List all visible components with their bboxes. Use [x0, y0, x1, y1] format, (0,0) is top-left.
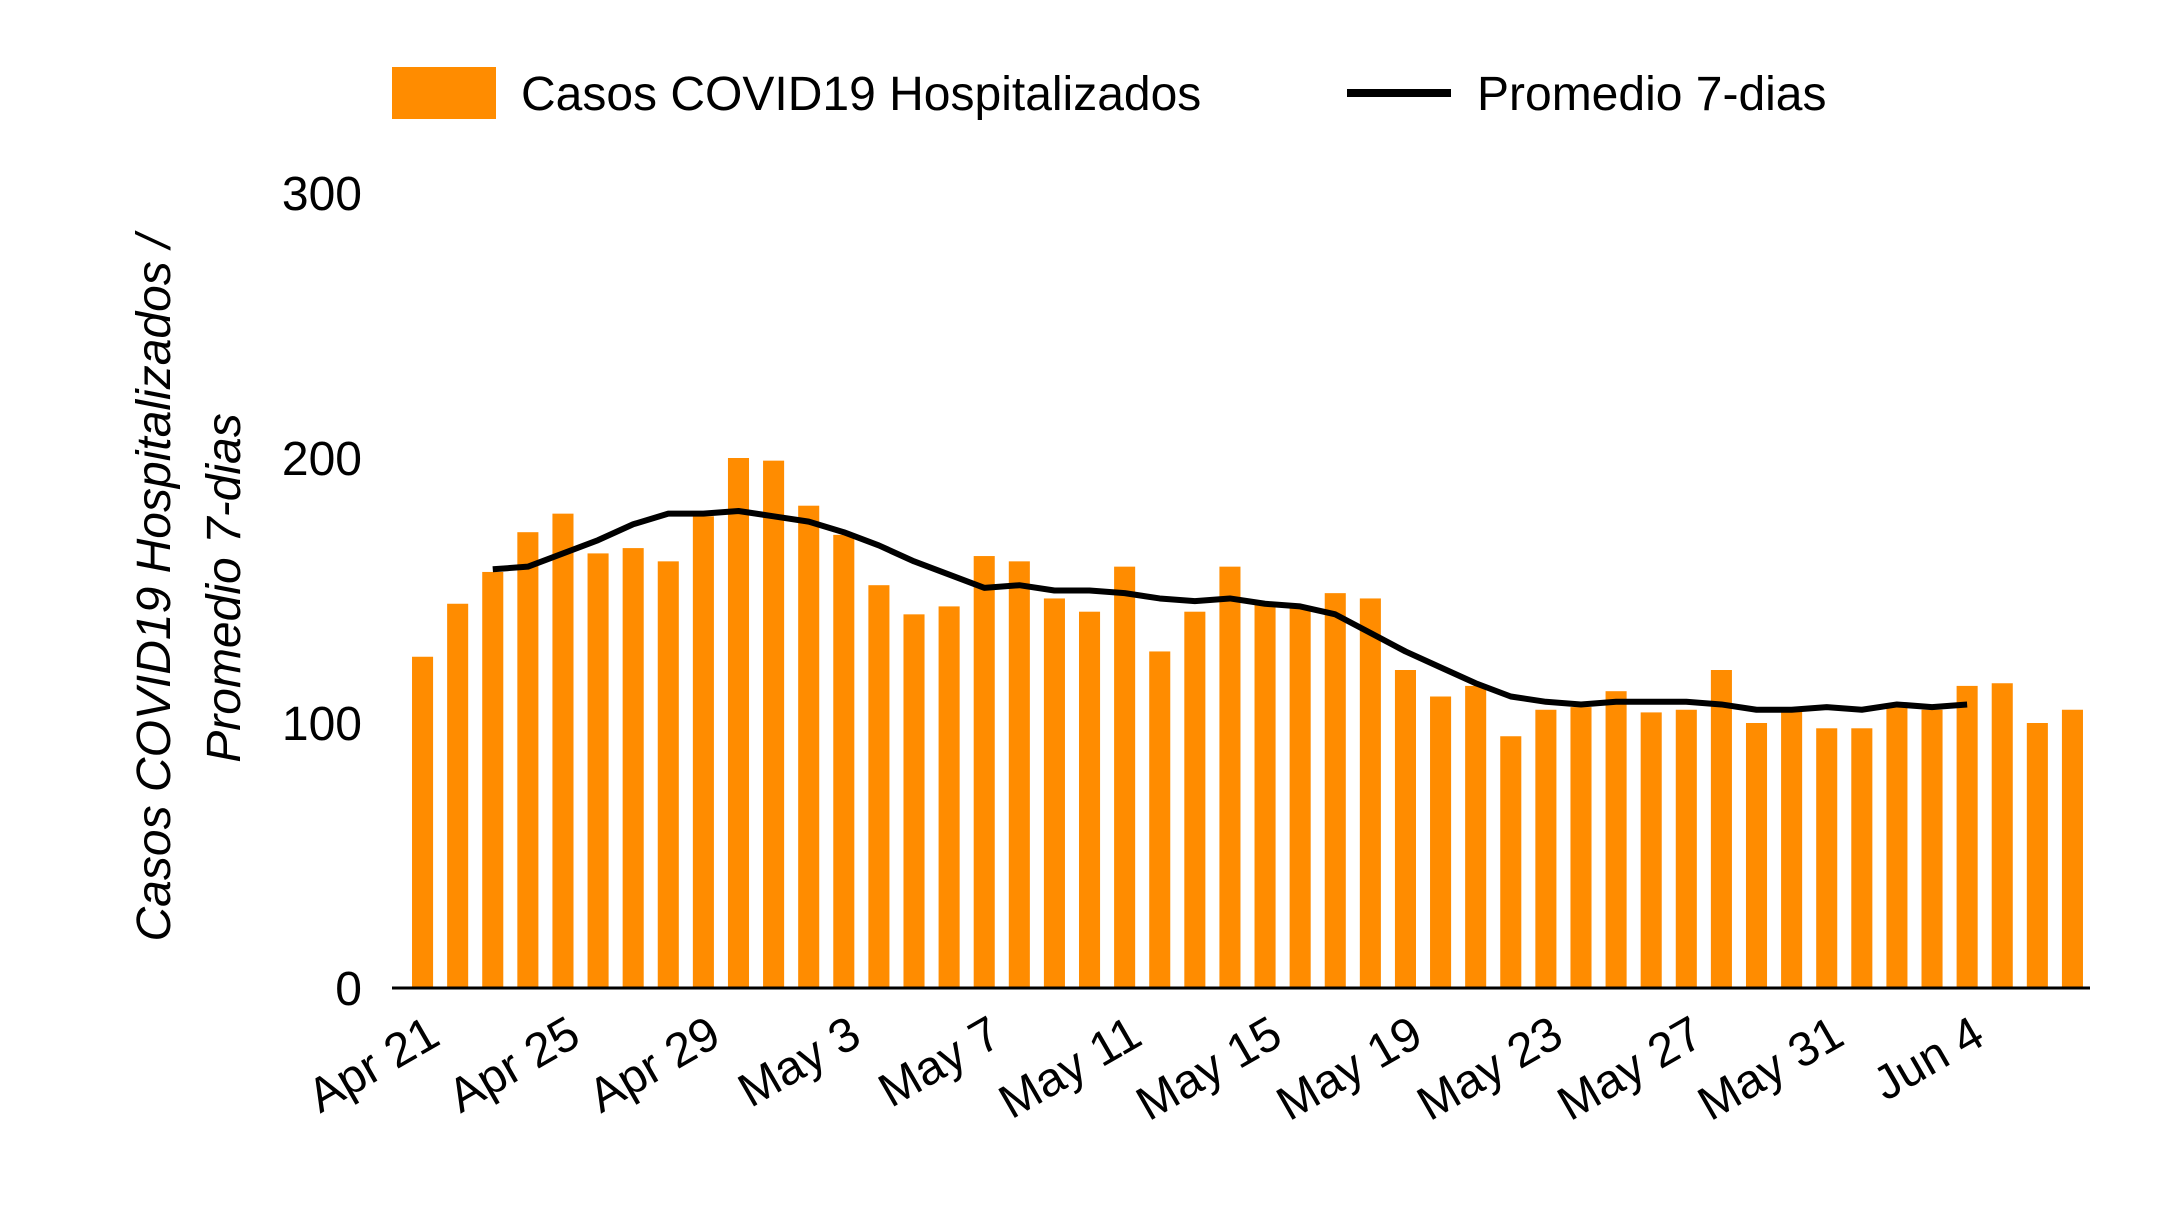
bar [1816, 728, 1838, 988]
bar [1956, 685, 1978, 988]
bar [517, 532, 539, 988]
x-tick-label: Apr 21 [299, 1007, 448, 1124]
bar [1781, 709, 1803, 988]
bar [2061, 709, 2083, 988]
bar [1289, 606, 1311, 988]
bar [868, 585, 890, 988]
bar [1394, 670, 1416, 988]
bar [1675, 709, 1697, 988]
bar [1991, 683, 2013, 988]
x-tick-label: May 3 [730, 1007, 870, 1118]
bar [727, 458, 750, 988]
bar [1886, 707, 1908, 988]
y-tick-label: 200 [282, 433, 362, 486]
x-tick-label: May 11 [990, 1007, 1150, 1130]
bar [1570, 707, 1592, 988]
y-axis-label: Promedio 7-dias [198, 413, 251, 763]
bar [833, 534, 855, 988]
bar [2026, 723, 2048, 988]
bar [1219, 566, 1241, 988]
bar [1008, 561, 1030, 988]
bar [1043, 598, 1065, 988]
bar [1745, 723, 1768, 988]
legend-swatch [392, 67, 496, 119]
bar [1359, 598, 1381, 988]
x-tick-label: May 15 [1128, 1007, 1291, 1132]
bar [447, 603, 469, 988]
line [492, 508, 1968, 713]
bar [1710, 670, 1732, 988]
bar [657, 561, 679, 988]
bar [552, 513, 574, 988]
x-tick-label: May 19 [1268, 1007, 1431, 1132]
bar [973, 556, 995, 988]
bar [1254, 603, 1276, 988]
bar [1465, 685, 1487, 988]
bar [1430, 696, 1452, 988]
bar [903, 614, 925, 988]
x-tick-label: May 27 [1549, 1007, 1712, 1132]
x-tick-label: May 7 [870, 1007, 1010, 1118]
bar [1640, 712, 1662, 988]
bar [1535, 709, 1557, 988]
legend-label: Casos COVID19 Hospitalizados [521, 68, 1201, 121]
x-tick-label: Jun 4 [1864, 1007, 1992, 1112]
bar [412, 656, 434, 988]
bar [1184, 611, 1206, 988]
bar [692, 516, 714, 988]
bar [1500, 736, 1522, 988]
bar [763, 460, 785, 988]
bar [1605, 691, 1627, 988]
x-tick-label: Apr 29 [580, 1007, 729, 1124]
bar [1079, 611, 1101, 988]
x-tick-label: May 31 [1689, 1007, 1852, 1132]
bar [1324, 593, 1346, 988]
bar [587, 553, 609, 988]
bar [622, 548, 644, 988]
bar [1921, 709, 1943, 988]
x-tick-label: May 23 [1409, 1007, 1572, 1132]
bar [938, 606, 960, 988]
bar [482, 571, 504, 988]
y-tick-label: 0 [335, 963, 362, 1016]
bar [798, 505, 820, 988]
y-tick-label: 300 [282, 168, 362, 221]
legend-label: Promedio 7-dias [1477, 68, 1827, 121]
bar [1851, 728, 1873, 988]
x-tick-label: Apr 25 [439, 1007, 588, 1124]
y-axis-label: Casos COVID19 Hospitalizados / [128, 230, 181, 942]
y-tick-label: 100 [282, 698, 362, 751]
bar [1114, 566, 1136, 988]
bar [1149, 651, 1171, 988]
